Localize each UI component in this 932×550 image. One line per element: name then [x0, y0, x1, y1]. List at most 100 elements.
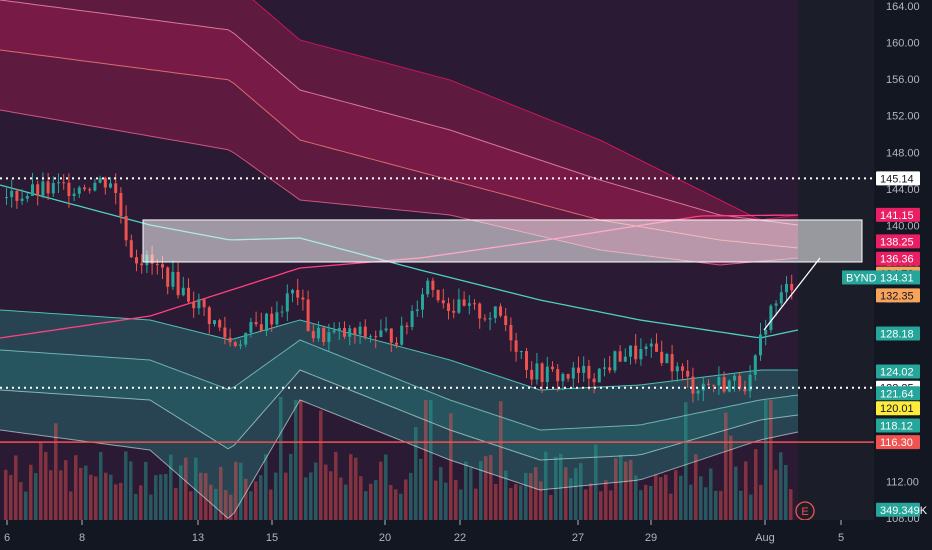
volume-bar: [249, 491, 253, 520]
candle-body: [670, 354, 674, 372]
candle-body: [72, 193, 76, 196]
candle-body: [727, 380, 731, 392]
candle-body: [233, 342, 237, 346]
candle-body: [384, 328, 388, 331]
candle-body: [655, 343, 658, 352]
candle-body: [57, 182, 60, 184]
price-tag-label: 128.18: [880, 328, 914, 340]
candle-body: [540, 363, 544, 383]
volume-bar: [344, 484, 348, 520]
symbol-tag-label: BYND: [846, 272, 877, 284]
candle-body: [98, 177, 102, 183]
volume-bar: [694, 454, 698, 520]
y-tick-label: 140.00: [886, 220, 920, 232]
last-price-label: 134.31: [880, 272, 914, 284]
price-tag: [876, 288, 920, 303]
volume-bar: [639, 490, 643, 520]
candle-body: [192, 301, 196, 309]
candle-body: [348, 328, 352, 337]
candle-body: [109, 183, 112, 188]
candle-body: [31, 184, 34, 196]
candle-body: [176, 271, 180, 296]
candle-body: [410, 310, 414, 327]
candle-body: [618, 351, 622, 362]
candle-body: [514, 340, 518, 352]
volume-bar: [509, 487, 513, 520]
trendline[interactable]: [763, 257, 821, 331]
volume-bar: [449, 413, 453, 520]
candle-body: [67, 182, 71, 196]
candle-body: [197, 299, 201, 309]
volume-bar: [274, 472, 278, 520]
volume-bar: [89, 474, 93, 520]
time-axis[interactable]: [0, 520, 874, 550]
candle-body: [374, 336, 378, 338]
candle-body: [259, 324, 263, 331]
volume-bar: [739, 490, 743, 520]
candle-body: [343, 327, 346, 337]
lower-band-line-3: [0, 369, 799, 461]
volume-bar: [24, 491, 28, 520]
volume-bar: [614, 458, 618, 520]
volume-bar: [569, 478, 573, 520]
y-tick-label: 152.00: [886, 111, 920, 123]
candle-body: [46, 181, 50, 194]
last-price-tag: [876, 270, 920, 285]
candle-body: [62, 182, 66, 184]
candle-body: [249, 322, 253, 333]
volume-bar: [394, 489, 398, 520]
candle-body: [20, 198, 24, 201]
volume-bar: [484, 456, 488, 520]
volume-bar: [589, 483, 593, 520]
volume-bar: [544, 451, 548, 520]
candle-body: [239, 344, 242, 346]
candle-body: [748, 374, 752, 392]
volume-bar: [209, 484, 213, 520]
price-tag: [876, 386, 920, 401]
volume-bar: [374, 480, 378, 520]
y-tick-label: 112.00: [886, 476, 919, 488]
volume-bar: [104, 472, 108, 520]
volume-bar: [459, 489, 463, 520]
candle-body: [587, 365, 591, 379]
volume-bar: [399, 493, 403, 520]
candle-body: [166, 267, 170, 287]
x-tick-label: Aug: [755, 532, 775, 544]
volume-bar: [379, 461, 383, 520]
candle-body: [244, 332, 248, 345]
lower-band-line-2: [0, 339, 799, 431]
candle-body: [337, 327, 341, 331]
volume-bar: [324, 464, 328, 520]
candle-body: [400, 325, 404, 345]
candle-body: [161, 264, 164, 268]
volume-bar: [214, 488, 218, 520]
candle-body: [629, 345, 632, 357]
resistance-zone-rectangle[interactable]: [142, 219, 863, 263]
candle-body: [478, 303, 482, 319]
volume-bar: [164, 473, 168, 520]
volume-bar: [624, 461, 628, 520]
candle-body: [717, 377, 721, 386]
volume-bar: [714, 490, 718, 520]
x-tick-label: 15: [266, 532, 278, 544]
candle-body: [493, 306, 497, 319]
volume-bar: [39, 442, 43, 520]
x-tick-label: 6: [4, 532, 10, 544]
volume-bar: [599, 491, 603, 520]
volume-bar: [574, 468, 578, 520]
candle-body: [114, 183, 118, 194]
candle-body: [623, 356, 627, 362]
candle-body: [436, 289, 440, 301]
candle-body: [322, 327, 326, 343]
volume-bar: [114, 484, 118, 520]
earnings-marker-label: E: [801, 506, 808, 518]
candle-body: [285, 293, 289, 312]
volume-bar: [64, 460, 68, 520]
candle-body: [265, 313, 268, 331]
volume-bar: [424, 400, 428, 520]
volume-bar: [144, 461, 148, 520]
candle-body: [363, 326, 367, 337]
price-tag: [876, 435, 920, 450]
